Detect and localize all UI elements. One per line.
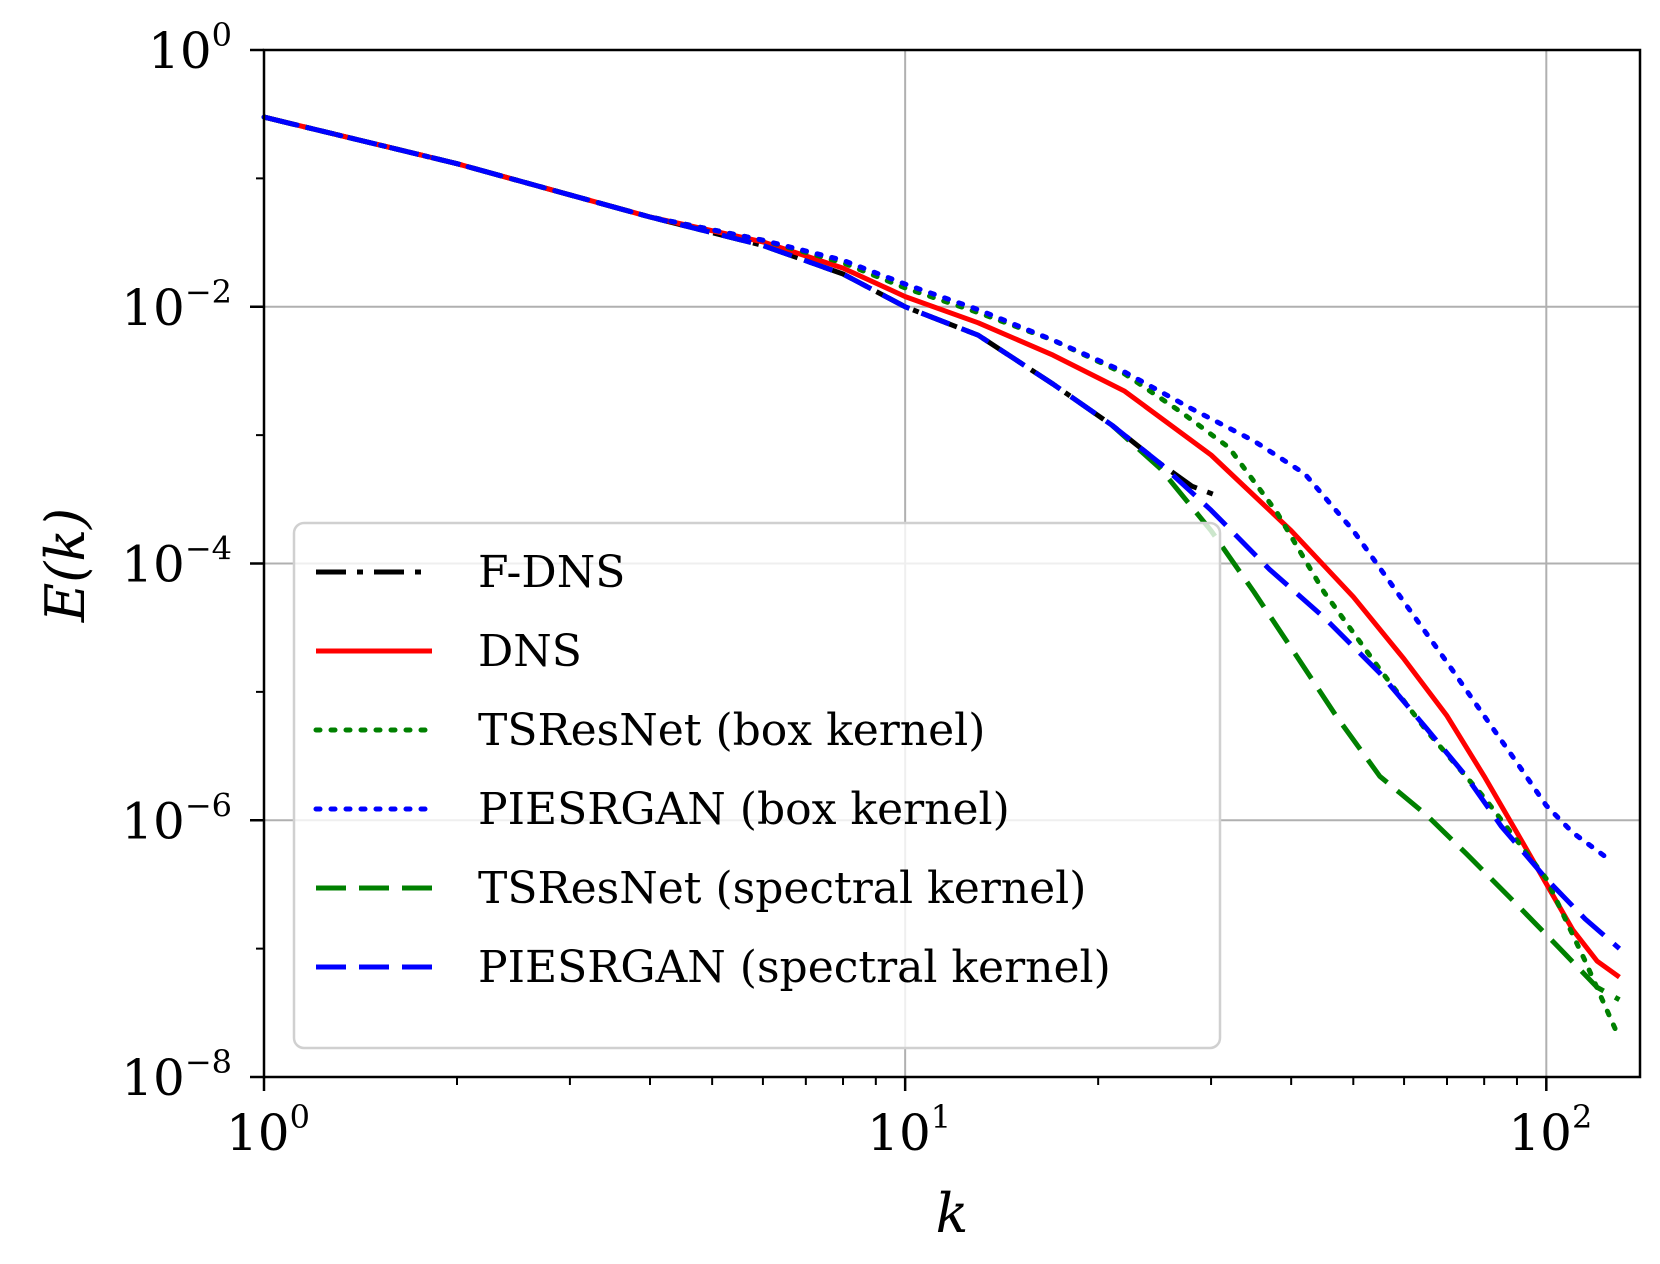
legend: F-DNS DNS TSResNet (box kernel) PIESRGAN (b… [292, 521, 1222, 1050]
legend-label-piesrgan-box-kernel: PIESRGAN (box kernel) [478, 784, 1010, 835]
y-tick-label-3: 10−6 [121, 786, 232, 850]
legend-label-tsresnet-box-kernel: TSResNet (box kernel) [478, 705, 985, 756]
x-axis-label: k [936, 1182, 969, 1245]
legend-label-dns: DNS [478, 626, 582, 677]
y-axis-label: E(k) [34, 508, 97, 623]
legend-label-f-dns: F-DNS [478, 547, 625, 598]
y-tick-labels: 100 10−2 10−4 10−6 10−8 [121, 16, 232, 1107]
legend-label-piesrgan-spectral-kernel: PIESRGAN (spectral kernel) [478, 942, 1111, 993]
axes [250, 48, 1642, 1091]
legend-label-tsresnet-spectral-kernel: TSResNet (spectral kernel) [478, 863, 1086, 914]
y-tick-label-4: 10−8 [121, 1043, 232, 1107]
x-tick-label-2: 102 [1508, 1098, 1592, 1162]
y-tick-label-2: 10−4 [121, 530, 232, 594]
x-tick-label-0: 100 [226, 1098, 310, 1162]
y-tick-label-1: 10−2 [121, 273, 232, 337]
x-tick-labels: 100 101 102 [226, 1098, 1592, 1162]
x-tick-label-1: 101 [867, 1098, 951, 1162]
legend-box [292, 521, 1222, 1050]
series-line-piesrgan-box-kernel [261, 114, 1611, 862]
y-tick-label-0: 100 [148, 16, 232, 80]
series-line-piesrgan-spectral-kernel [263, 114, 1622, 951]
